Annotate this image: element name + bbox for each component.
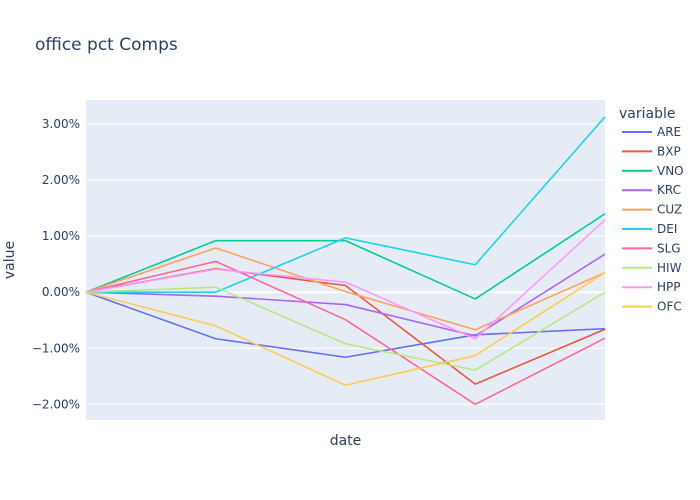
series-lines (85, 116, 606, 406)
series-line-hiw (85, 286, 606, 371)
series-line-dei (86, 116, 606, 294)
y-tick-label: −2.00% (32, 397, 80, 411)
chart-title: office pct Comps (35, 35, 178, 55)
legend-label: CUZ (657, 203, 682, 217)
series-line-are (85, 291, 606, 359)
legend-label: OFC (657, 300, 682, 314)
legend-label: VNO (657, 164, 684, 178)
legend-item-vno[interactable]: VNO (622, 164, 684, 178)
series-line-vno (85, 213, 606, 300)
legend-title: variable (619, 106, 675, 122)
y-tick-label: 3.00% (42, 117, 80, 131)
legend-label: ARE (657, 125, 681, 139)
y-tick-label: 1.00% (42, 229, 80, 243)
y-tick-label: 0.00% (42, 285, 80, 299)
y-tick-label: −1.00% (32, 341, 80, 355)
legend-label: HPP (657, 280, 681, 294)
legend-item-hpp[interactable]: HPP (622, 280, 681, 294)
series-line-slg (85, 260, 606, 406)
legend-item-slg[interactable]: SLG (622, 241, 681, 255)
legend-item-bxp[interactable]: BXP (622, 144, 681, 158)
legend-label: HIW (657, 261, 682, 275)
plot-area (86, 100, 605, 420)
legend-label: SLG (657, 241, 681, 255)
legend-label: DEI (657, 222, 677, 236)
legend-item-dei[interactable]: DEI (622, 222, 677, 236)
x-axis-title: date (330, 433, 362, 449)
legend-label: KRC (657, 183, 681, 197)
series-line-cuz (85, 247, 606, 331)
y-tick-label: 2.00% (42, 173, 80, 187)
legend-item-hiw[interactable]: HIW (622, 261, 682, 275)
legend[interactable]: ARE BXP VNO KRC CUZ DEI SLG HIW HPP OFC (622, 125, 684, 314)
series-line-ofc (85, 271, 606, 387)
legend-label: BXP (657, 144, 681, 158)
legend-item-ofc[interactable]: OFC (622, 300, 682, 314)
y-axis-title: value (2, 241, 18, 279)
y-axis-ticks: −2.00% −1.00% 0.00% 1.00% 2.00% 3.00% (32, 117, 80, 411)
legend-item-krc[interactable]: KRC (622, 183, 681, 197)
series-line-hpp (85, 219, 606, 340)
legend-item-are[interactable]: ARE (622, 125, 681, 139)
legend-item-cuz[interactable]: CUZ (622, 203, 682, 217)
series-line-krc (85, 253, 606, 337)
